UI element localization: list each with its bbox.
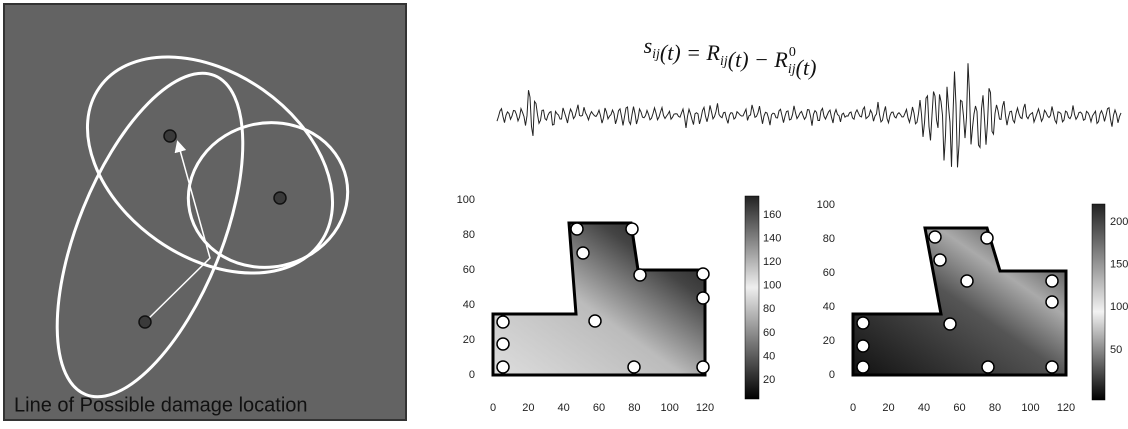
colorbar-tick-label: 160 xyxy=(763,209,781,221)
colorbar-tick-label: 100 xyxy=(763,280,781,292)
x-tick-label: 80 xyxy=(989,402,1001,414)
equation-part: (t) − xyxy=(728,47,775,72)
equation-superscript: 0 xyxy=(789,45,796,60)
y-tick-label: 80 xyxy=(823,233,835,245)
x-tick-label: 40 xyxy=(558,402,570,414)
signal-waveform xyxy=(496,63,1122,168)
x-tick-label: 0 xyxy=(850,402,856,414)
x-tick-label: 0 xyxy=(490,402,496,414)
x-tick-label: 120 xyxy=(696,402,714,414)
equation-subscript: ij xyxy=(652,47,660,62)
colorbar-tick-label: 50 xyxy=(1110,344,1122,356)
damage-map xyxy=(847,200,1106,401)
x-tick-label: 40 xyxy=(918,402,930,414)
colorbar-tick-label: 20 xyxy=(763,374,775,386)
colorbar-tick-label: 150 xyxy=(1110,259,1128,271)
equation-subscript: ij xyxy=(720,54,728,69)
y-tick-label: 0 xyxy=(829,369,835,381)
x-tick-label: 20 xyxy=(522,402,534,414)
colorbar-tick-label: 60 xyxy=(763,327,775,339)
colorbar-tick-label: 140 xyxy=(763,232,781,244)
colorbar-tick-label: 100 xyxy=(1110,301,1128,313)
y-tick-label: 0 xyxy=(469,369,475,381)
y-tick-label: 40 xyxy=(463,299,475,311)
equation-part: s xyxy=(644,33,653,58)
x-tick-label: 80 xyxy=(628,402,640,414)
colorbar-tick-label: 40 xyxy=(763,350,775,362)
x-tick-label: 60 xyxy=(953,402,965,414)
equation-part: R xyxy=(773,47,788,72)
y-tick-label: 60 xyxy=(823,267,835,279)
x-tick-label: 120 xyxy=(1057,402,1075,414)
y-tick-label: 20 xyxy=(823,335,835,347)
x-tick-label: 100 xyxy=(660,402,678,414)
y-tick-label: 40 xyxy=(823,301,835,313)
caption: Line of Possible damage location xyxy=(14,394,308,416)
y-tick-label: 100 xyxy=(457,194,475,206)
x-tick-label: 60 xyxy=(593,402,605,414)
equation-part: R xyxy=(706,40,721,65)
x-tick-label: 20 xyxy=(882,402,894,414)
y-tick-label: 20 xyxy=(463,334,475,346)
colorbar-tick-label: 120 xyxy=(763,256,781,268)
equation: sij(t) = Rij(t) − R0 ij(t) xyxy=(644,33,817,80)
y-tick-label: 60 xyxy=(463,264,475,276)
x-tick-label: 100 xyxy=(1021,402,1039,414)
y-tick-label: 100 xyxy=(817,199,835,211)
damage-panel: Line of Possible damage location xyxy=(3,3,407,421)
damage-map xyxy=(487,195,760,400)
y-tick-label: 80 xyxy=(463,229,475,241)
colorbar-tick-label: 200 xyxy=(1110,216,1128,228)
equation-part: (t) = xyxy=(660,40,707,65)
equation-part: (t) xyxy=(796,55,817,80)
colorbar-tick-label: 80 xyxy=(763,303,775,315)
equation-subscript: ij xyxy=(788,62,796,77)
